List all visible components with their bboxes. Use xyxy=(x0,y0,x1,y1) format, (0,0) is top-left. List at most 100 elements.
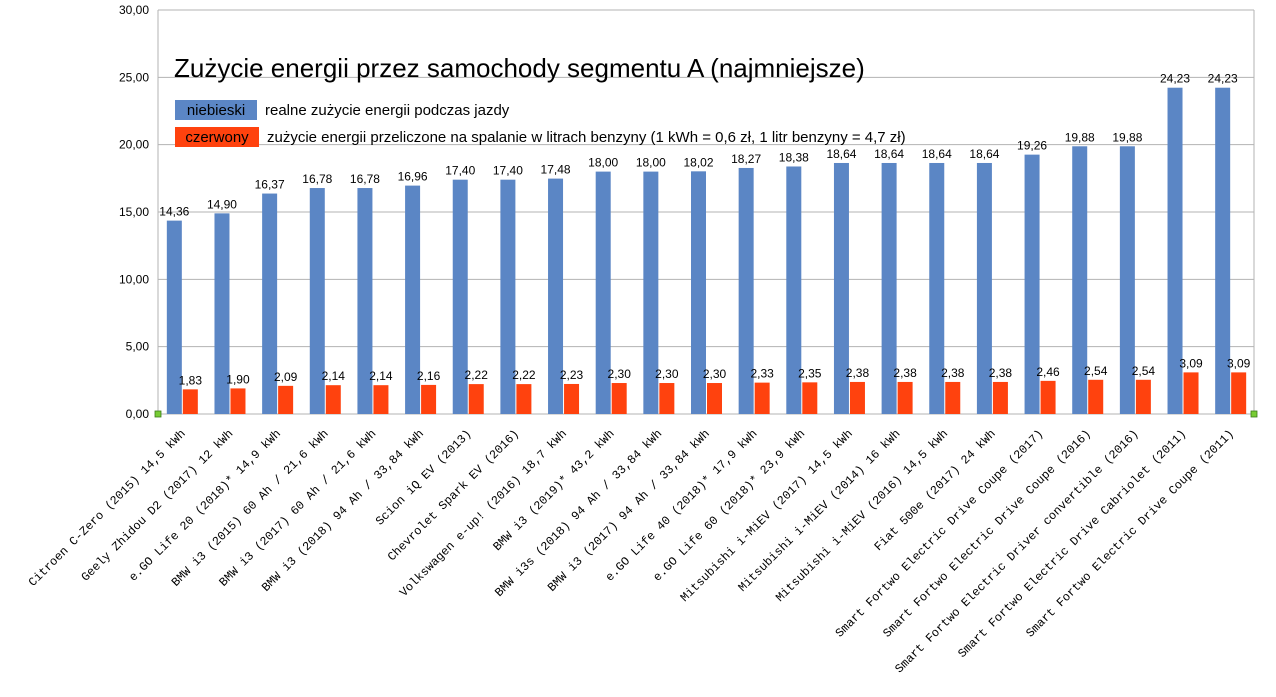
gridlines xyxy=(154,9,1258,418)
x-tick-label: Scion iQ EV (2013) xyxy=(373,427,475,529)
data-label-niebieski: 19,88 xyxy=(1065,130,1095,144)
data-label-niebieski: 16,78 xyxy=(350,172,380,186)
bar-niebieski xyxy=(1167,87,1183,414)
data-label-czerwony: 2,54 xyxy=(1132,364,1156,378)
bar-niebieski xyxy=(548,178,564,414)
data-label-czerwony: 2,30 xyxy=(608,367,632,381)
data-label-czerwony: 2,30 xyxy=(655,367,679,381)
data-label-czerwony: 2,35 xyxy=(798,366,822,380)
data-label-niebieski: 18,64 xyxy=(922,147,952,161)
bar-niebieski xyxy=(595,171,611,414)
bar-niebieski xyxy=(929,162,945,414)
data-label-niebieski: 14,90 xyxy=(207,197,237,211)
data-label-czerwony: 2,14 xyxy=(369,369,393,383)
legend-entry-text: zużycie energii przeliczone na spalanie … xyxy=(267,129,906,146)
chart-title: Zużycie energii przez samochody segmentu… xyxy=(174,53,865,83)
y-tick-label: 0,00 xyxy=(126,407,150,421)
bar-niebieski xyxy=(166,220,182,414)
x-tick-label: Mitsubishi i-MiEV (2016) 14,5 kWh xyxy=(773,427,951,605)
bar-czerwony xyxy=(468,384,484,414)
data-label-niebieski: 17,48 xyxy=(541,163,571,177)
data-label-niebieski: 19,88 xyxy=(1112,130,1142,144)
bar-czerwony xyxy=(278,385,294,414)
data-label-niebieski: 17,40 xyxy=(493,164,523,178)
data-label-czerwony: 2,54 xyxy=(1084,364,1108,378)
x-tick-label: Smart Fortwo Electric Drive Cabriolet (2… xyxy=(955,427,1189,661)
y-tick-label: 20,00 xyxy=(119,138,149,152)
bar-niebieski xyxy=(881,162,897,414)
data-label-czerwony: 2,38 xyxy=(941,366,965,380)
y-tick-label: 10,00 xyxy=(119,272,149,286)
axis-handle-left xyxy=(154,410,162,418)
bar-czerwony xyxy=(992,381,1008,414)
data-label-niebieski: 18,38 xyxy=(779,150,809,164)
bar-czerwony xyxy=(1231,372,1247,414)
data-label-niebieski: 18,00 xyxy=(636,156,666,170)
bar-czerwony xyxy=(945,381,961,414)
bar-czerwony xyxy=(182,389,198,414)
bar-czerwony xyxy=(1040,380,1056,414)
data-label-czerwony: 3,09 xyxy=(1227,356,1251,370)
data-label-czerwony: 2,46 xyxy=(1036,365,1060,379)
bar-czerwony xyxy=(564,383,580,414)
y-tick-label: 15,00 xyxy=(119,205,149,219)
data-label-czerwony: 2,16 xyxy=(417,369,441,383)
legend-key-label: czerwony xyxy=(185,129,249,146)
data-label-czerwony: 2,38 xyxy=(989,366,1013,380)
data-label-niebieski: 18,64 xyxy=(874,147,904,161)
data-label-czerwony: 2,38 xyxy=(846,366,870,380)
bar-czerwony xyxy=(516,384,532,414)
data-label-czerwony: 3,09 xyxy=(1179,356,1203,370)
data-label-czerwony: 2,33 xyxy=(750,367,774,381)
bar-niebieski xyxy=(405,185,421,414)
data-label-czerwony: 2,09 xyxy=(274,370,298,384)
legend-entry-text: realne zużycie energii podczas jazdy xyxy=(265,102,510,119)
y-tick-label: 30,00 xyxy=(119,3,149,17)
bar-niebieski xyxy=(1119,146,1135,415)
axis-handle-right xyxy=(1250,410,1258,418)
bar-niebieski xyxy=(262,193,278,414)
data-label-czerwony: 1,90 xyxy=(226,372,250,386)
bar-czerwony xyxy=(659,383,675,414)
bar-czerwony xyxy=(421,384,437,414)
data-label-niebieski: 16,37 xyxy=(255,178,285,192)
bar-czerwony xyxy=(230,388,246,414)
data-label-niebieski: 17,40 xyxy=(445,164,475,178)
bar-czerwony xyxy=(802,382,818,414)
data-labels: 14,36 14,90 16,37 16,78 16,78 16,96 17,40 17,40… xyxy=(159,72,1250,388)
data-label-niebieski: 18,64 xyxy=(826,147,856,161)
bar-czerwony xyxy=(754,382,770,414)
bar-czerwony xyxy=(707,383,722,414)
y-tick-label: 25,00 xyxy=(119,70,149,84)
data-label-niebieski: 16,78 xyxy=(302,172,332,186)
data-label-czerwony: 1,83 xyxy=(179,373,203,387)
bar-czerwony xyxy=(1135,379,1151,414)
data-label-niebieski: 18,27 xyxy=(731,152,761,166)
bar-niebieski xyxy=(357,188,373,414)
legend-key-label: niebieski xyxy=(187,102,245,119)
bar-niebieski xyxy=(214,213,230,414)
legend-key-czerwony xyxy=(175,127,259,147)
x-tick-label: BMW i3s (2018) 94 Ah / 33,84 kWh xyxy=(492,427,665,600)
x-tick-label: Mitsubishi i-MiEV (2017) 14,5 kWh xyxy=(678,427,856,605)
bar-niebieski xyxy=(500,179,516,414)
bar-niebieski xyxy=(452,179,468,414)
bar-czerwony xyxy=(611,383,627,414)
data-label-niebieski: 16,96 xyxy=(398,170,428,184)
bar-czerwony xyxy=(1183,372,1199,414)
y-tick-label: 5,00 xyxy=(126,340,150,354)
bar-czerwony xyxy=(1088,379,1104,414)
data-label-czerwony: 2,14 xyxy=(322,369,346,383)
bar-niebieski xyxy=(976,162,992,414)
data-label-czerwony: 2,22 xyxy=(465,368,489,382)
bar-czerwony xyxy=(849,381,865,414)
bar-niebieski xyxy=(1072,146,1088,415)
bars xyxy=(166,87,1247,415)
bar-niebieski xyxy=(833,162,849,414)
legend-key-niebieski xyxy=(175,100,257,120)
bar-niebieski xyxy=(643,171,659,414)
legend: niebieski realne zużycie energii podczas … xyxy=(175,100,906,147)
data-label-niebieski: 24,23 xyxy=(1160,72,1190,86)
data-label-niebieski: 24,23 xyxy=(1208,72,1238,86)
